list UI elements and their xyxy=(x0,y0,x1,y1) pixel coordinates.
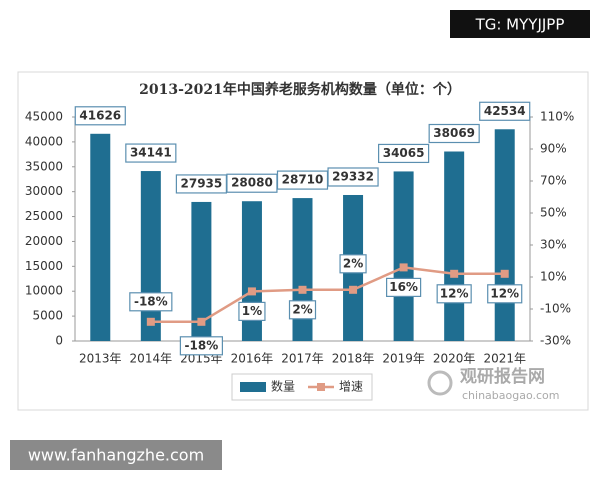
y2-tick-label: 30% xyxy=(540,238,567,252)
value-label-box xyxy=(436,284,472,304)
y2-tick-label: -30% xyxy=(540,334,571,348)
value-label: 12% xyxy=(490,286,519,300)
value-label-box xyxy=(125,143,177,163)
line-marker xyxy=(197,317,206,326)
value-label: 2% xyxy=(292,302,312,316)
line xyxy=(150,266,505,324)
value-label-box xyxy=(339,254,367,274)
legend-swatch xyxy=(317,383,325,391)
value-label: 34065 xyxy=(383,146,425,160)
value-label-box xyxy=(378,143,430,164)
value-label: 12% xyxy=(440,286,469,300)
y-tick-label: 45000 xyxy=(25,110,63,124)
value-label: 27935 xyxy=(181,176,223,190)
value-label: 38069 xyxy=(433,126,475,140)
x-tick-label: 2019年 xyxy=(382,352,425,366)
value-label-box xyxy=(129,292,173,312)
watermark: www.fanhangzhe.com xyxy=(28,446,204,465)
x-tick-label: 2017年 xyxy=(281,352,324,366)
line-marker xyxy=(399,263,408,272)
y-tick-label: 30000 xyxy=(25,184,63,198)
y2-tick-label: 10% xyxy=(540,270,567,284)
bar xyxy=(393,171,414,341)
x-tick-label: 2016年 xyxy=(231,352,274,366)
legend-label: 增速 xyxy=(339,380,363,394)
y2-tick-label: 90% xyxy=(540,142,567,156)
line-marker xyxy=(349,285,358,294)
x-tick-label: 2018年 xyxy=(332,352,375,366)
value-label-box xyxy=(238,301,266,321)
legend-swatch xyxy=(240,382,266,392)
watermark-box xyxy=(450,10,590,38)
x-tick-label: 2014年 xyxy=(130,352,173,366)
value-label: 41626 xyxy=(79,108,121,122)
value-label: 29332 xyxy=(332,169,374,183)
watermark: chinabaogao.com xyxy=(462,389,560,402)
y2-tick-label: 50% xyxy=(540,206,567,220)
bar xyxy=(140,171,161,341)
value-label: 42534 xyxy=(484,104,526,118)
watermark-box xyxy=(10,440,222,470)
y-tick-label: 35000 xyxy=(25,159,63,173)
y-tick-label: 40000 xyxy=(25,134,63,148)
line-marker xyxy=(247,287,256,296)
bar xyxy=(292,198,313,341)
bar xyxy=(90,133,111,341)
y-tick-label: 0 xyxy=(55,334,63,348)
y-tick-label: 10000 xyxy=(25,284,63,298)
value-label-box xyxy=(479,101,531,121)
value-label: 28710 xyxy=(282,173,324,187)
bar xyxy=(444,151,465,341)
line-marker xyxy=(500,269,509,278)
value-label-box xyxy=(179,336,223,356)
value-label-box xyxy=(386,277,422,297)
line-marker xyxy=(298,285,307,294)
y2-tick-label: 110% xyxy=(540,110,574,124)
value-label: 28080 xyxy=(231,176,273,190)
value-label-box xyxy=(428,123,480,144)
y2-tick-label: 70% xyxy=(540,174,567,188)
y-tick-label: 25000 xyxy=(25,209,63,223)
bar xyxy=(191,201,212,341)
value-label-box xyxy=(288,300,317,320)
value-label: 1% xyxy=(242,304,262,318)
watermark: TG: MYYJJPP xyxy=(475,16,565,34)
value-label: 34141 xyxy=(130,146,172,160)
value-label: -18% xyxy=(185,338,219,352)
y-tick-label: 20000 xyxy=(25,234,63,248)
value-label: -18% xyxy=(134,294,168,308)
x-tick-label: 2013年 xyxy=(79,352,122,366)
x-tick-label: 2020年 xyxy=(433,352,476,366)
watermark: 观研报告网 xyxy=(459,366,545,387)
value-label: 16% xyxy=(389,280,418,294)
bar xyxy=(494,129,515,341)
line-marker xyxy=(146,317,155,326)
legend-label: 数量 xyxy=(271,379,295,394)
chart-title: 2013-2021年中国养老服务机构数量（单位：个） xyxy=(139,81,461,98)
y2-tick-label: -10% xyxy=(540,302,571,316)
line-marker xyxy=(450,269,459,278)
value-label-box xyxy=(487,284,523,304)
value-label: 2% xyxy=(343,256,363,270)
y-tick-label: 5000 xyxy=(32,309,63,323)
value-label-box xyxy=(327,167,379,187)
value-label-box xyxy=(74,106,126,126)
x-tick-label: 2021年 xyxy=(483,352,526,366)
logo xyxy=(427,370,453,396)
y-tick-label: 15000 xyxy=(25,259,63,273)
